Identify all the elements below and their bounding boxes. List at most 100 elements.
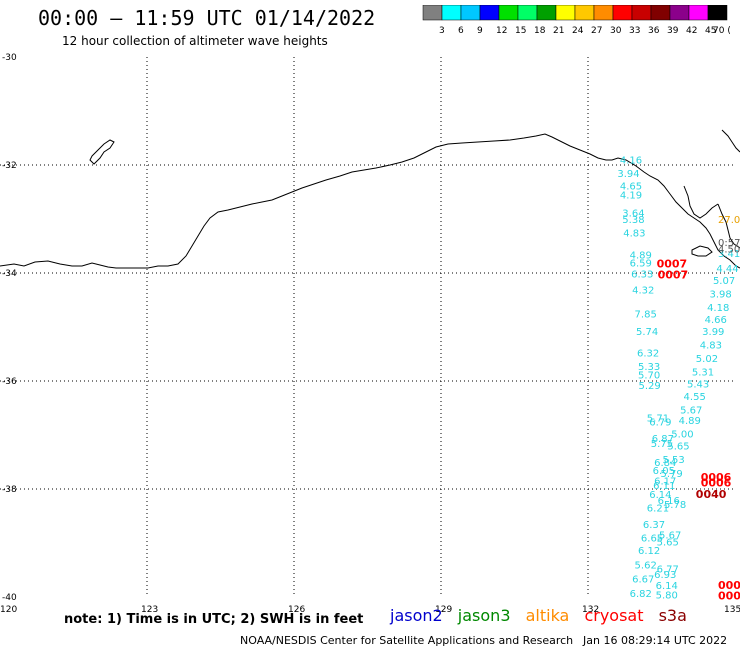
wave-height-value: 6.12 <box>638 546 660 557</box>
scale-label: 24 <box>572 26 584 36</box>
wave-height-value: 4.89 <box>630 250 652 261</box>
wave-height-value: 6.14 <box>656 581 678 592</box>
wave-height-value: 5.38 <box>622 215 644 226</box>
wave-height-value: 6.17 <box>654 477 676 488</box>
map-grid <box>0 57 735 597</box>
wave-height-value: 5.75 <box>651 439 673 450</box>
satellite-legend: jason2 jason3 altika cryosat s3a <box>390 606 697 625</box>
wave-height-value: 4.89 <box>679 416 701 427</box>
satellite-jason2: jason2 <box>390 606 443 625</box>
wave-height-value: 3.99 <box>702 327 724 338</box>
latitude-label: -34 <box>2 269 17 279</box>
scale-label: 9 <box>477 26 483 36</box>
wave-height-value: 6.79 <box>649 417 671 428</box>
longitude-label: 132 <box>582 605 599 615</box>
wave-height-value: 0007 <box>657 258 688 271</box>
wave-height-value: 5.53 <box>662 455 684 466</box>
island-west-outline <box>89 139 115 165</box>
wave-height-value: 5.71 <box>647 414 669 425</box>
scale-label: 3 <box>439 26 445 36</box>
scale-label: 12 <box>496 26 507 36</box>
scale-label: 42 <box>686 26 697 36</box>
map-subtitle: 12 hour collection of altimeter wave hei… <box>62 34 328 48</box>
wave-height-value: 4.66 <box>705 315 727 326</box>
wave-height-value: 5.67 <box>680 405 702 416</box>
wave-height-value: 5.29 <box>638 381 660 392</box>
wave-height-value: 5.31 <box>692 368 714 379</box>
wave-height-value: 6.59 <box>630 259 652 270</box>
wave-height-value: 4.16 <box>620 155 642 166</box>
wave-height-value: 5.79 <box>661 469 683 480</box>
scale-swatch <box>707 5 728 21</box>
wave-height-value: 6.14 <box>649 490 671 501</box>
wave-height-value: 6.32 <box>637 349 659 360</box>
wave-height-value: 4.32 <box>632 286 654 297</box>
wave-height-value: 5.43 <box>687 379 709 390</box>
latitude-labels: -30 -32 -34 -36 -38 -40 <box>2 53 17 603</box>
wave-height-value: 5.78 <box>664 500 686 511</box>
wave-height-value: 6.87 <box>652 434 674 445</box>
wave-height-value: 0006 <box>701 476 732 489</box>
wave-height-value: 3.41 <box>718 249 740 260</box>
footer-note: note: 1) Time is in UTC; 2) SWH is in fe… <box>64 612 364 627</box>
wave-height-value: 27.0 <box>718 215 740 226</box>
wave-height-value: 5.65 <box>657 538 679 549</box>
satellite-cryosat: cryosat <box>584 606 644 625</box>
scale-label: 6 <box>458 26 464 36</box>
wave-height-value: 6.84 <box>654 458 676 469</box>
scale-label: 18 <box>534 26 546 36</box>
wave-height-value: 6.05 <box>653 466 675 477</box>
longitude-label: 120 <box>0 605 17 615</box>
satellite-jason3: jason3 <box>457 606 511 625</box>
wave-height-value: 6.11 <box>653 481 675 492</box>
wave-height-value: 5.67 <box>659 531 681 542</box>
wave-height-value: 6.37 <box>643 520 665 531</box>
map-title: 00:00 – 11:59 UTC 01/14/2022 <box>38 6 376 30</box>
wave-height-value: 6.77 <box>657 565 679 576</box>
kangaroo-island-outline <box>691 245 713 257</box>
longitude-label: 129 <box>435 605 452 615</box>
wave-height-value: 5.62 <box>635 560 657 571</box>
wave-height-value: 0:57 <box>718 238 740 249</box>
scale-label: 15 <box>515 26 526 36</box>
wave-height-value: 0005 <box>718 579 740 592</box>
scale-label: 33 <box>629 26 640 36</box>
satellite-altika: altika <box>525 606 570 625</box>
latitude-label: -32 <box>2 161 17 171</box>
scale-label: 21 <box>553 26 564 36</box>
wave-height-value: 4.18 <box>707 303 729 314</box>
scale-label: 27 <box>591 26 602 36</box>
wave-height-value: 0005 <box>718 590 740 603</box>
wave-height-value: 5.74 <box>636 327 658 338</box>
wave-height-value: 4.50 <box>718 244 740 255</box>
scale-label: 39 <box>667 26 679 36</box>
longitude-label: 135 <box>724 605 740 615</box>
wave-height-value: 5.02 <box>696 354 718 365</box>
wave-height-value: 0040 <box>696 488 727 501</box>
wave-height-value: 0007 <box>658 268 689 281</box>
longitude-label: 123 <box>141 605 158 615</box>
yorke-peninsula-outline <box>717 203 740 249</box>
satellite-s3a: s3a <box>658 606 687 625</box>
latitude-label: -40 <box>2 593 17 603</box>
latitude-label: -30 <box>2 53 17 63</box>
wave-height-value: 4.55 <box>684 392 706 403</box>
wave-height-value: 3.64 <box>622 208 644 219</box>
wave-height-value: 4.19 <box>620 190 642 201</box>
upper-gulf-outline <box>721 129 740 153</box>
wave-height-value: 5.07 <box>713 276 735 287</box>
longitude-labels: 120 123 126 129 132 135 <box>0 605 740 615</box>
wave-height-value: 6.93 <box>654 570 676 581</box>
wave-height-value: 6.67 <box>632 574 654 585</box>
wave-height-value: 0006 <box>701 471 732 484</box>
longitude-label: 126 <box>288 605 305 615</box>
wave-height-value: 5.00 <box>671 430 693 441</box>
australia-south-coastline <box>0 133 740 269</box>
wave-height-value: 4.83 <box>700 341 722 352</box>
latitude-label: -38 <box>2 485 17 495</box>
wave-height-value: 4.44 <box>716 264 738 275</box>
spencer-gulf-outline <box>683 185 719 219</box>
wave-height-value: 7.85 <box>635 309 657 320</box>
